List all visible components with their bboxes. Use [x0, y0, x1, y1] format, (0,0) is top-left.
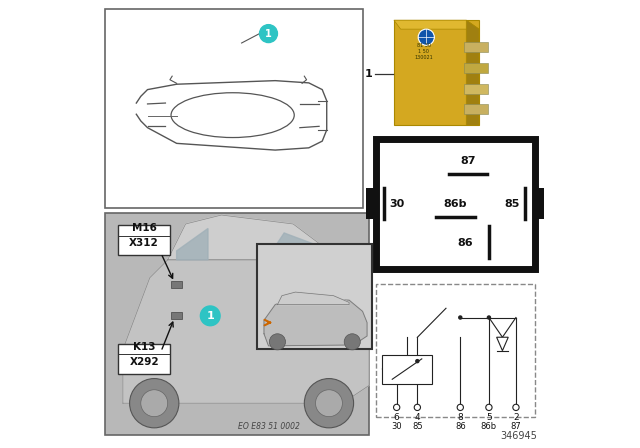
Circle shape: [200, 306, 220, 326]
Bar: [376, 284, 535, 417]
Bar: [382, 354, 431, 383]
Polygon shape: [277, 292, 349, 305]
Circle shape: [486, 315, 491, 320]
FancyBboxPatch shape: [118, 225, 170, 255]
Bar: [464, 84, 488, 94]
Text: 85: 85: [504, 199, 520, 209]
FancyBboxPatch shape: [118, 344, 170, 374]
Bar: [464, 104, 488, 114]
Bar: [394, 20, 479, 125]
Polygon shape: [123, 260, 369, 403]
Text: 1: 1: [265, 29, 272, 39]
Bar: [376, 139, 535, 269]
Circle shape: [316, 390, 342, 417]
Circle shape: [260, 25, 278, 43]
Bar: [464, 63, 488, 73]
Circle shape: [141, 390, 168, 417]
Text: 8: 8: [458, 413, 463, 422]
Text: 86b: 86b: [481, 422, 497, 431]
Circle shape: [457, 404, 463, 410]
Text: 86: 86: [457, 238, 473, 248]
Bar: [172, 281, 182, 288]
Text: 1: 1: [365, 69, 373, 79]
Bar: [366, 188, 376, 220]
Bar: [172, 312, 182, 319]
Circle shape: [414, 404, 420, 410]
Circle shape: [344, 334, 360, 350]
Bar: [105, 213, 369, 435]
Circle shape: [129, 379, 179, 428]
Text: X292: X292: [129, 357, 159, 367]
Polygon shape: [168, 215, 342, 260]
Text: 87: 87: [511, 422, 522, 431]
Text: 85: 85: [412, 422, 422, 431]
Circle shape: [269, 334, 285, 350]
Bar: [105, 9, 362, 208]
Polygon shape: [177, 228, 208, 260]
Text: 87: 87: [461, 156, 476, 166]
Text: EO E83 51 0002: EO E83 51 0002: [237, 422, 300, 431]
Text: 5: 5: [486, 413, 492, 422]
Text: M16: M16: [132, 223, 157, 233]
Bar: [535, 188, 545, 220]
Text: 346945: 346945: [500, 431, 538, 441]
Circle shape: [394, 404, 400, 410]
Text: X312: X312: [129, 238, 159, 248]
Circle shape: [418, 29, 435, 45]
Text: 6: 6: [394, 413, 399, 422]
Text: 86: 86: [455, 422, 466, 431]
Circle shape: [513, 404, 519, 410]
Polygon shape: [394, 20, 479, 29]
Text: K13: K13: [133, 342, 156, 352]
Circle shape: [486, 404, 492, 410]
Circle shape: [305, 379, 353, 428]
Polygon shape: [264, 298, 367, 346]
Circle shape: [458, 315, 463, 320]
Text: 4: 4: [415, 413, 420, 422]
Text: 1: 1: [206, 311, 214, 321]
Text: 30: 30: [392, 422, 402, 431]
Bar: [257, 244, 371, 349]
Text: 86b: 86b: [444, 199, 467, 209]
Polygon shape: [467, 20, 479, 125]
Text: 30: 30: [389, 199, 404, 209]
Text: 2: 2: [513, 413, 519, 422]
Polygon shape: [266, 233, 320, 260]
Circle shape: [415, 359, 420, 363]
Text: 81 30
1 50
130021: 81 30 1 50 130021: [414, 43, 433, 60]
Polygon shape: [497, 337, 508, 351]
Bar: [464, 42, 488, 52]
